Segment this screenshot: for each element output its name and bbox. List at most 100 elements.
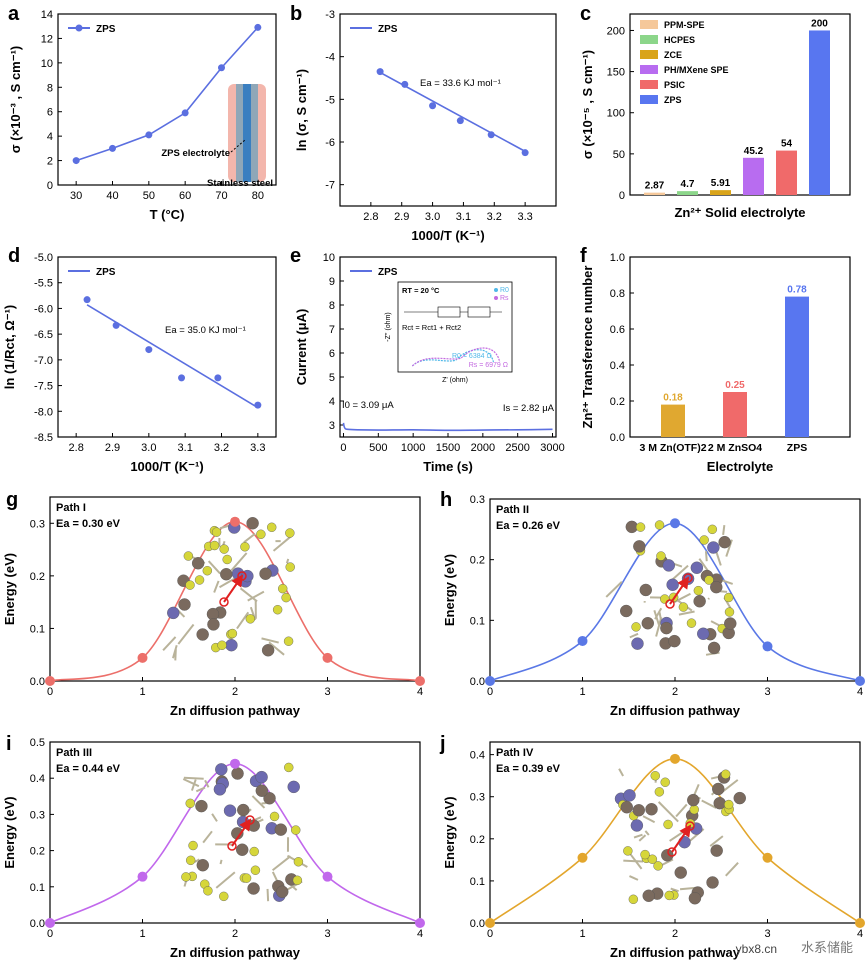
x-tick-label: 4	[417, 686, 423, 698]
y-tick-label: 7	[329, 324, 335, 336]
atom	[654, 520, 665, 530]
atom	[203, 886, 213, 896]
data-point	[230, 516, 240, 527]
bar-value-label: 0.18	[663, 393, 683, 404]
x-tick-label: 3.3	[517, 211, 532, 223]
y-tick-label: -3	[325, 9, 335, 21]
panel-c: c 0 50 100 150 200 2.87 4.7 5.91 45.2 54 200 PPM-SPE…	[580, 3, 851, 220]
bar-value-label: 5.91	[711, 178, 731, 189]
panel-b: b 2.8 2.9 3.0 3.1 3.2 3.3 -3 -4 -5 -6 -7 1000/T (K⁻¹…	[290, 3, 557, 243]
bond	[701, 799, 717, 809]
atom	[247, 882, 260, 895]
x-tick-label: 2500	[505, 442, 529, 454]
circuit-element	[467, 306, 491, 318]
data-point	[415, 676, 425, 686]
y-tick-label: 0.3	[30, 518, 45, 530]
atom	[293, 857, 304, 867]
atom	[623, 846, 633, 856]
y-tick-label: -6.5	[34, 329, 53, 341]
data-point	[485, 676, 495, 686]
x-tick-label: 3.1	[178, 442, 193, 454]
bond	[725, 539, 733, 557]
atom	[215, 763, 228, 776]
x-tick-label: 80	[252, 190, 264, 202]
bond	[638, 834, 647, 842]
bond	[642, 815, 656, 824]
atom	[645, 803, 658, 816]
bond	[704, 551, 708, 562]
annotation: Stainless steel	[207, 178, 273, 189]
data-point	[72, 157, 80, 165]
bond	[725, 861, 739, 877]
y-axis-label: Energy (eV)	[442, 554, 457, 626]
bond	[219, 859, 223, 865]
zn-site	[683, 573, 693, 583]
plot-frame	[339, 13, 557, 207]
bar	[743, 157, 764, 195]
zn-site	[667, 847, 677, 857]
atom	[269, 811, 280, 822]
x-tick-label: 3.1	[456, 211, 471, 223]
atom	[724, 607, 735, 617]
data-point	[322, 871, 333, 882]
x-tick-label: 0	[487, 686, 493, 698]
panel-letter: f	[580, 245, 587, 267]
bond	[190, 779, 197, 791]
legend-label: PSIC	[664, 80, 686, 90]
bond	[261, 801, 267, 805]
bar	[809, 30, 830, 196]
data-point	[521, 149, 529, 157]
x-tick-label: 2.8	[69, 442, 84, 454]
y-tick-label: 6	[47, 107, 53, 119]
atom	[281, 592, 291, 603]
y-tick-label: 0.1	[30, 882, 45, 894]
atom	[245, 614, 256, 624]
y-tick-label: 9	[329, 276, 335, 288]
panel-letter: g	[6, 489, 18, 511]
atom	[261, 644, 275, 657]
bond	[247, 590, 265, 602]
atom	[630, 819, 644, 832]
atom	[693, 595, 706, 608]
path-label: Path I	[56, 502, 86, 514]
zps-layer	[243, 84, 251, 182]
y-tick-label: -7	[325, 180, 335, 192]
y-tick-label: 0.4	[470, 750, 485, 762]
atom	[274, 823, 288, 836]
y-tick-label: 200	[607, 25, 625, 37]
x-tick-label: 70	[215, 190, 227, 202]
panel-a: a 30 40 50 60 70 80 0 2 4 6 8 10 12 14 T (°C) σ (×10⁻³ ,…	[8, 3, 277, 222]
legend-label: ZPS	[664, 95, 682, 105]
legend-label: ZCE	[664, 50, 682, 60]
atom	[209, 540, 220, 551]
atom	[668, 634, 681, 648]
x-axis-label: Zn diffusion pathway	[170, 703, 301, 718]
atom	[660, 594, 670, 604]
x-tick-label: 0	[47, 928, 53, 940]
atom	[718, 535, 731, 549]
y-tick-label: 12	[41, 33, 53, 45]
atom	[678, 835, 691, 849]
atom	[292, 875, 303, 886]
x-tick-label: 3	[764, 686, 770, 698]
atom	[284, 762, 294, 773]
zn-site	[219, 597, 229, 607]
atom	[256, 529, 266, 539]
y-tick-label: 0.1	[30, 623, 45, 635]
data-point	[456, 117, 464, 125]
panel-g: g 0 1 2 3 4 0.0 0.1 0.2 0.3 Zn diffusion pathway En…	[2, 489, 425, 718]
y-axis-label: Zn²⁺ Transference number	[580, 266, 595, 429]
panel-letter: h	[440, 489, 452, 511]
y-axis-label: ln (σ, S cm⁻¹)	[294, 69, 309, 151]
data-point	[487, 131, 495, 139]
x-tick-label: 0	[340, 442, 346, 454]
atom	[231, 767, 244, 780]
y-tick-label: 0.3	[30, 809, 45, 821]
atom	[689, 804, 699, 815]
atom	[185, 580, 195, 590]
barrier-label: Ea = 0.44 eV	[56, 763, 121, 775]
bond	[243, 532, 256, 544]
panel-letter: e	[290, 245, 301, 267]
barrier-label: Ea = 0.39 eV	[496, 763, 561, 775]
data-point	[230, 758, 240, 769]
